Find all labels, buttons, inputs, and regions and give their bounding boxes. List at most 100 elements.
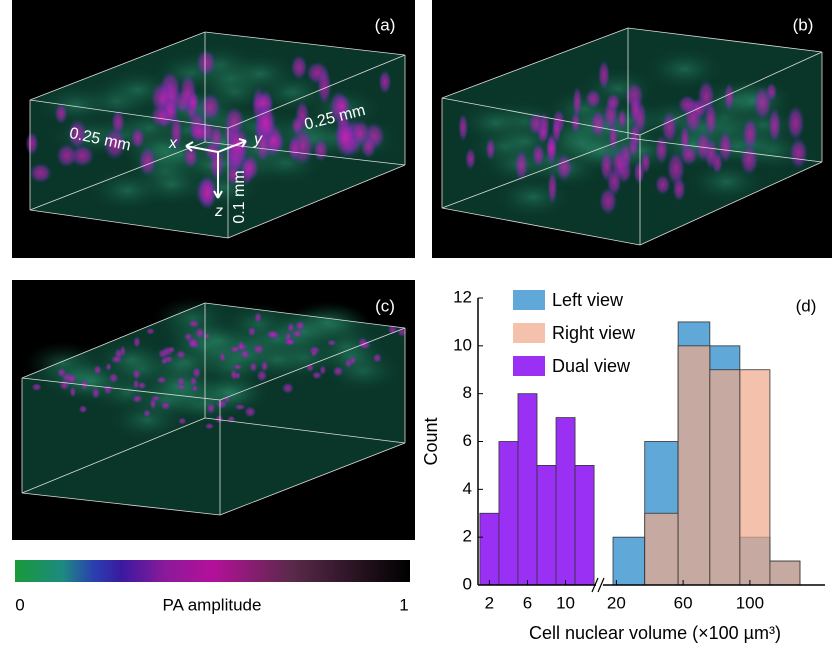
nucleus (739, 144, 759, 176)
y-tick-label: 8 (463, 383, 472, 402)
nucleus (215, 414, 224, 424)
nucleus (206, 402, 216, 414)
nucleus (695, 130, 712, 163)
nucleus (359, 340, 371, 350)
nucleus (319, 365, 327, 376)
nucleus (132, 394, 143, 404)
nucleus (514, 149, 529, 182)
nucleus (344, 358, 353, 369)
colorbar-title: PA amplitude (163, 595, 262, 614)
legend-label: Right view (552, 323, 636, 343)
nucleus (234, 403, 246, 411)
nucleus (531, 143, 545, 168)
legend-label: Dual view (552, 356, 631, 376)
bar (479, 512, 500, 586)
wireframe (227, 54, 406, 129)
nucleus (111, 109, 125, 136)
nucleus (132, 368, 141, 380)
wireframe (627, 137, 823, 163)
nucleus (194, 327, 205, 339)
wireframe (21, 302, 206, 379)
nucleus (249, 361, 258, 373)
nucleus (191, 384, 199, 393)
nucleus (156, 376, 167, 384)
x-tick-label: 60 (674, 593, 693, 612)
wireframe (219, 442, 406, 516)
nucleus (70, 144, 95, 167)
nucleus (753, 85, 773, 121)
nucleus (679, 144, 698, 166)
nucleus (187, 337, 199, 348)
nucleus (59, 379, 70, 391)
nucleus (204, 423, 214, 430)
nucleus (786, 105, 805, 141)
nucleus (192, 366, 202, 379)
volume-glow (91, 337, 172, 382)
bar (677, 345, 711, 586)
nucleus (25, 131, 39, 156)
wireframe (21, 492, 221, 516)
nucleus (311, 371, 322, 380)
wireframe (227, 164, 406, 239)
axis-label: y (253, 131, 263, 148)
bar (517, 393, 538, 586)
nucleus (281, 382, 294, 394)
wireframe (627, 27, 823, 53)
axis-arrows (185, 138, 247, 199)
nucleus (672, 176, 686, 202)
nucleus (232, 363, 243, 370)
nucleus (119, 345, 126, 358)
nucleus (256, 369, 268, 382)
bar (709, 369, 741, 586)
nucleus (199, 92, 222, 122)
nucleus (244, 406, 257, 418)
nucleus (103, 384, 113, 395)
nucleus (31, 383, 42, 392)
nucleus (130, 127, 145, 149)
nucleus (110, 355, 123, 364)
render-panel: (c) (12, 280, 415, 540)
x-tick-label: 2 (485, 593, 494, 612)
axis-label: z (214, 203, 223, 220)
wireframe (441, 207, 641, 246)
y-axis-title: Count (421, 417, 441, 465)
render-panel: (b) (432, 0, 832, 258)
nucleus (230, 368, 237, 381)
x-axis-title: Cell nuclear volume (×100 µm³) (529, 623, 781, 643)
nucleus (742, 117, 759, 151)
nucleus (247, 326, 257, 337)
legend-swatch (513, 323, 545, 343)
wireframe (441, 97, 641, 136)
nucleus (176, 376, 186, 387)
nucleus (219, 351, 226, 363)
nucleus (290, 115, 305, 136)
nucleus (146, 327, 155, 335)
nucleus (327, 339, 337, 346)
nucleus (654, 174, 671, 195)
nucleus (547, 170, 558, 205)
axis-break (591, 577, 605, 593)
x-tick-label: 100 (736, 593, 764, 612)
nucleus (188, 319, 200, 329)
nucleus (590, 109, 607, 139)
legend-swatch (513, 290, 545, 310)
bar (739, 369, 771, 586)
nucleus (768, 107, 782, 144)
nucleus (224, 106, 245, 136)
nucleus (168, 346, 176, 353)
nucleus (572, 85, 583, 118)
nucleus (252, 343, 265, 355)
nucleus (239, 349, 251, 360)
wireframe (21, 377, 221, 401)
nucleus (617, 109, 627, 130)
nucleus (629, 93, 642, 125)
nucleus (372, 353, 382, 363)
y-tick-label: 12 (453, 287, 472, 306)
y-tick-label: 6 (463, 431, 472, 450)
nucleus (598, 60, 610, 91)
nucleus (138, 146, 157, 177)
bar (612, 536, 646, 586)
nucleus (704, 101, 718, 138)
